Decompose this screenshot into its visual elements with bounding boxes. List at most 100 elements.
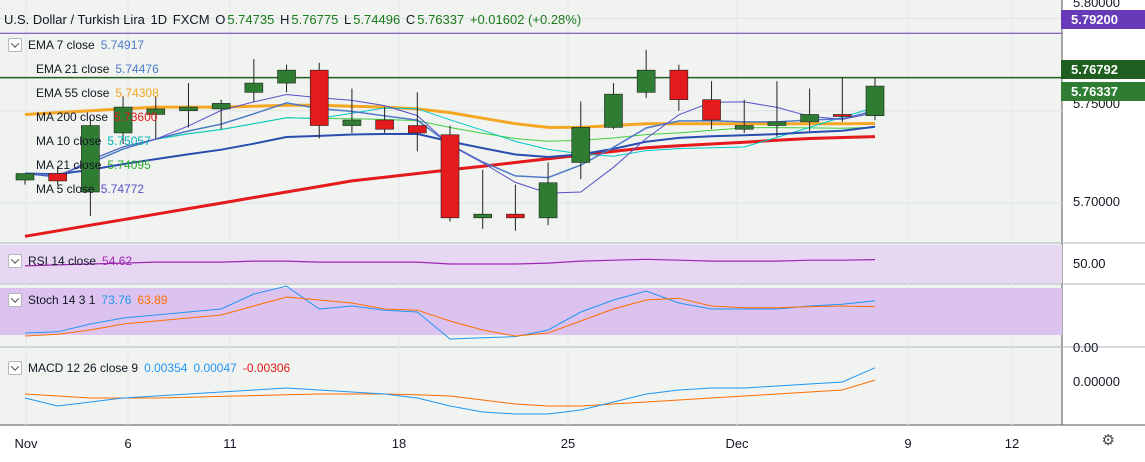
candle-body xyxy=(440,134,460,219)
legend-ma21[interactable]: MA 21 close 5.74095 xyxy=(36,156,151,174)
date-tick: 12 xyxy=(1004,436,1020,451)
legend-stoch[interactable]: Stoch 14 3 1 73.76 63.89 xyxy=(8,291,167,309)
collapse-icon[interactable] xyxy=(8,38,22,52)
symbol-title: U.S. Dollar / Turkish Lira xyxy=(4,12,145,27)
stoch-name: Stoch 14 3 1 xyxy=(28,293,96,307)
candle-body xyxy=(309,69,329,126)
candle-body xyxy=(538,182,558,219)
candle-body xyxy=(342,119,362,126)
ma5-value: 5.74772 xyxy=(100,182,145,196)
candle-body xyxy=(702,99,721,121)
macd-hist-value: -0.00306 xyxy=(242,361,291,375)
legend-macd[interactable]: MACD 12 26 close 9 0.00354 0.00047 -0.00… xyxy=(8,359,290,377)
ohlc-close-value: 5.76337 xyxy=(417,12,465,27)
ma5-name: MA 5 close xyxy=(36,182,95,196)
price-tick: 5.70000 xyxy=(1073,194,1120,209)
rsi-axis-label: 50.00 xyxy=(1073,256,1106,271)
macd-signal-value: 0.00047 xyxy=(193,361,237,375)
candle-body xyxy=(734,125,754,130)
candle-body xyxy=(800,114,819,123)
candle-body xyxy=(211,103,231,110)
candle-body xyxy=(506,213,525,219)
ma200-name: MA 200 close xyxy=(36,110,109,124)
macd-value: 0.00354 xyxy=(144,361,188,375)
ma10-line xyxy=(24,107,876,178)
stoch-band xyxy=(0,288,1062,335)
stoch-k-line xyxy=(24,285,876,340)
ohlc-open-label: O xyxy=(215,12,226,27)
legend-rsi[interactable]: RSI 14 close 54.62 xyxy=(8,252,132,270)
date-tick: 18 xyxy=(391,436,407,451)
gear-icon[interactable]: ⚙ xyxy=(1101,432,1115,449)
price-tag-high[interactable]: 5.76792 xyxy=(1061,60,1145,79)
ma200-value: 5.73600 xyxy=(114,110,158,124)
candle-body xyxy=(113,106,133,134)
ma21-name: MA 21 close xyxy=(36,158,102,172)
ma10-name: MA 10 close xyxy=(36,134,102,148)
legend-ema21[interactable]: EMA 21 close 5.74476 xyxy=(36,60,159,78)
ema21-name: EMA 21 close xyxy=(36,62,110,76)
change-value: +0.01602 (+0.28%) xyxy=(469,12,582,27)
ema55-value: 5.74308 xyxy=(115,86,159,100)
candle-body xyxy=(833,114,852,117)
ema7-value: 5.74917 xyxy=(100,38,145,52)
candle-body xyxy=(81,125,100,193)
macd-signal-line xyxy=(24,379,876,407)
price-tick: 5.80000 xyxy=(1073,0,1120,10)
ohlc-close-label: C xyxy=(405,12,416,27)
rsi-line xyxy=(24,258,876,267)
date-tick: 6 xyxy=(124,436,132,451)
candle-body xyxy=(571,127,591,163)
macd-line xyxy=(24,367,876,415)
rsi-value: 54.62 xyxy=(102,254,133,268)
stoch-d-value: 63.89 xyxy=(137,293,168,307)
candle-body xyxy=(865,85,885,116)
legend-ema7[interactable]: EMA 7 close 5.74917 xyxy=(8,36,144,54)
ohlc-low-label: L xyxy=(343,12,352,27)
candle-body xyxy=(375,119,394,130)
candle-body xyxy=(473,213,492,219)
candle-body xyxy=(767,121,787,126)
ma10-value: 5.75057 xyxy=(107,134,151,148)
plot-background xyxy=(0,0,1062,425)
stoch-d-line xyxy=(24,296,876,337)
candle-body xyxy=(15,173,35,181)
rsi-name: RSI 14 close xyxy=(28,254,97,268)
date-tick: 11 xyxy=(223,436,237,451)
candle-body xyxy=(669,69,689,100)
price-tag-last[interactable]: 5.76337 xyxy=(1061,82,1145,101)
candle-body xyxy=(636,69,656,93)
stoch-k-value: 73.76 xyxy=(101,293,132,307)
legend-ma5[interactable]: MA 5 close 5.74772 xyxy=(36,180,144,198)
candle-body xyxy=(244,82,264,93)
date-tick: 25 xyxy=(560,436,576,451)
ohlc-high-label: H xyxy=(279,12,290,27)
ohlc-low-value: 5.74496 xyxy=(353,12,401,27)
legend-ma10[interactable]: MA 10 close 5.75057 xyxy=(36,132,151,150)
ema7-name: EMA 7 close xyxy=(28,38,95,52)
candle-body xyxy=(146,108,166,115)
macd-axis-label: 0.00000 xyxy=(1073,374,1120,389)
collapse-icon[interactable] xyxy=(8,293,22,307)
candle-body xyxy=(277,69,296,84)
collapse-icon[interactable] xyxy=(8,254,22,268)
macd-name: MACD 12 26 close 9 xyxy=(28,361,139,375)
symbol-header: U.S. Dollar / Turkish Lira 1D FXCM O 5.74… xyxy=(4,12,583,27)
legend-ema55[interactable]: EMA 55 close 5.74308 xyxy=(36,84,159,102)
date-tick: 9 xyxy=(904,436,912,451)
stoch-axis-label: 0.00 xyxy=(1073,340,1099,355)
candle-body xyxy=(48,173,67,182)
legend-ma200[interactable]: MA 200 close 5.73600 xyxy=(36,108,157,126)
interval-label[interactable]: 1D xyxy=(150,12,168,27)
price-tag-alert[interactable]: 5.79200 xyxy=(1061,10,1145,29)
ema55-line xyxy=(24,103,876,129)
ma21-value: 5.74095 xyxy=(107,158,151,172)
ema55-name: EMA 55 close xyxy=(36,86,110,100)
date-tick: Dec xyxy=(725,436,749,451)
ema21-value: 5.74476 xyxy=(115,62,159,76)
collapse-icon[interactable] xyxy=(8,361,22,375)
ohlc-open-value: 5.74735 xyxy=(227,12,275,27)
candle-body xyxy=(604,93,623,128)
